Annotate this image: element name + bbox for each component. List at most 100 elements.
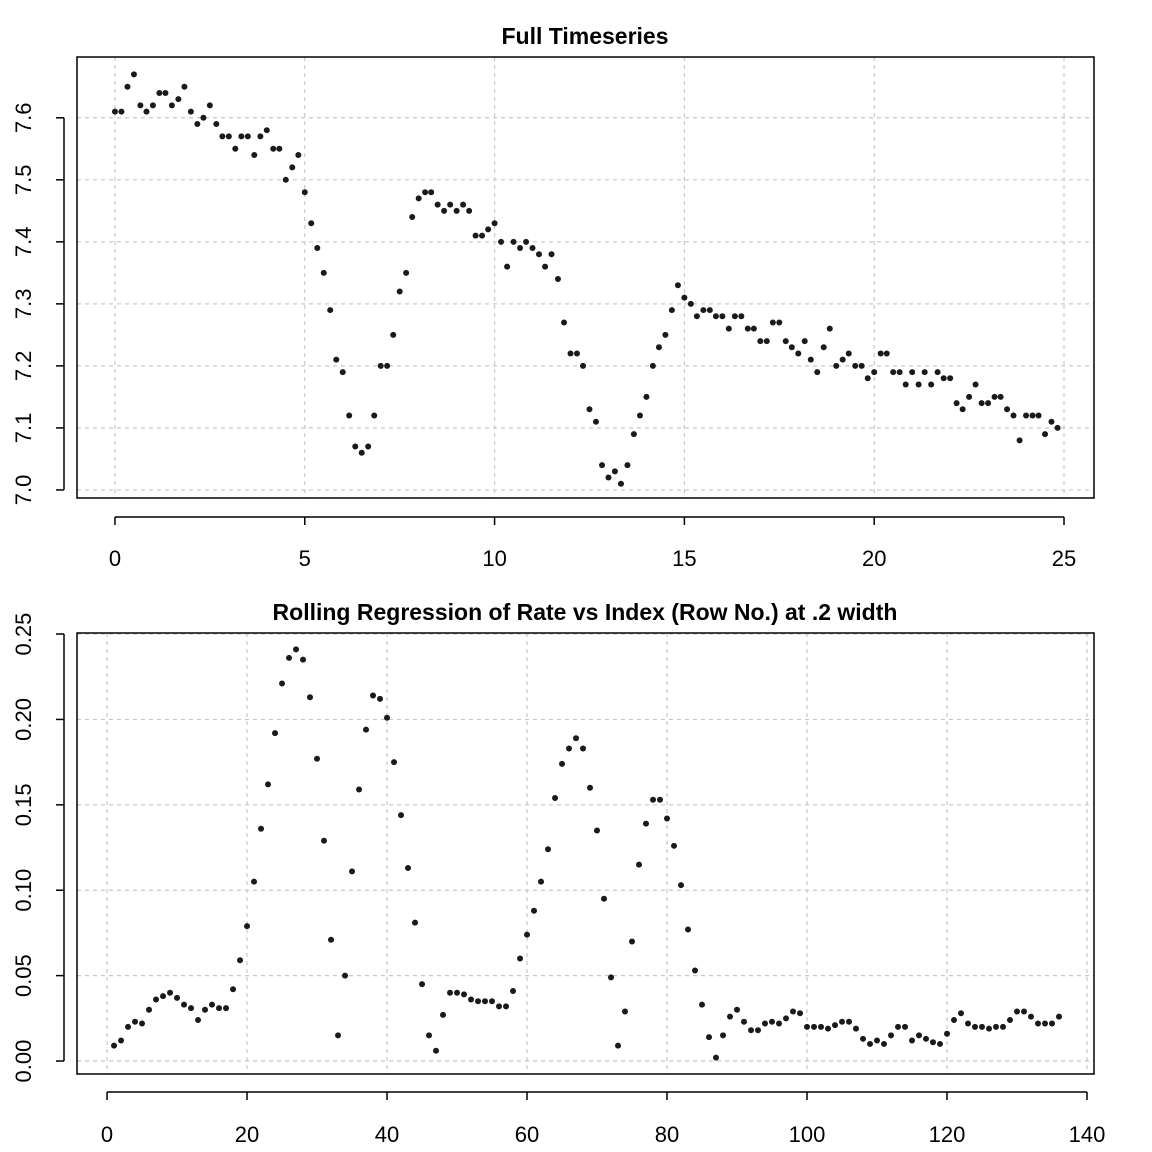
point — [320, 269, 327, 276]
point — [468, 996, 475, 1003]
point — [434, 201, 441, 208]
point — [820, 344, 827, 351]
point — [783, 1015, 790, 1022]
point — [947, 375, 954, 382]
point — [440, 1011, 447, 1018]
point — [567, 350, 574, 357]
point — [769, 1018, 776, 1025]
point — [881, 1040, 888, 1047]
point — [370, 692, 377, 699]
point — [391, 759, 398, 766]
point — [871, 369, 878, 376]
point — [377, 695, 384, 702]
y-tick-label: 0.10 — [11, 869, 36, 912]
point — [524, 931, 531, 938]
point — [143, 108, 150, 115]
point — [586, 406, 593, 413]
x-tick-label: 5 — [299, 546, 311, 571]
point — [548, 251, 555, 258]
point — [1029, 412, 1036, 419]
point — [909, 1037, 916, 1044]
point — [727, 1013, 734, 1020]
point — [712, 313, 719, 320]
point — [611, 468, 618, 475]
point — [405, 865, 412, 872]
point — [542, 263, 549, 270]
point — [671, 842, 678, 849]
point — [352, 443, 359, 450]
point — [535, 251, 542, 258]
point — [503, 1003, 510, 1010]
point — [149, 102, 156, 109]
point — [790, 1008, 797, 1015]
point — [538, 878, 545, 885]
point — [643, 393, 650, 400]
point — [433, 1047, 440, 1054]
point — [636, 861, 643, 868]
point — [839, 356, 846, 363]
point — [814, 369, 821, 376]
point — [272, 730, 279, 737]
point — [396, 288, 403, 295]
point — [804, 1023, 811, 1030]
point — [496, 1003, 503, 1010]
x-tick-label: 0 — [109, 546, 121, 571]
point — [699, 1001, 706, 1008]
point — [624, 462, 631, 469]
point — [930, 1039, 937, 1046]
point — [643, 820, 650, 827]
point — [153, 996, 160, 1003]
point — [276, 145, 283, 152]
point — [365, 443, 372, 450]
point — [706, 307, 713, 314]
point — [986, 1025, 993, 1032]
point — [895, 1023, 902, 1030]
plot-frame — [76, 632, 1095, 1075]
point — [384, 362, 391, 369]
point — [295, 152, 302, 158]
y-tick-label: 7.1 — [11, 413, 36, 444]
point — [700, 307, 707, 314]
point — [605, 474, 612, 481]
point — [371, 412, 378, 419]
point — [657, 796, 664, 803]
point — [833, 362, 840, 369]
point — [238, 133, 245, 140]
point — [498, 238, 505, 245]
point — [167, 989, 174, 996]
point — [795, 350, 802, 357]
point — [1049, 1020, 1056, 1027]
point — [636, 412, 643, 419]
y-tick-label: 0.05 — [11, 954, 36, 997]
point — [314, 245, 321, 252]
point — [301, 189, 308, 196]
point — [797, 1010, 804, 1017]
point — [479, 232, 486, 239]
point — [485, 226, 492, 233]
point — [314, 755, 321, 762]
point — [118, 1037, 125, 1044]
point — [944, 1030, 951, 1037]
point — [1048, 418, 1055, 425]
point — [244, 133, 251, 140]
point — [175, 96, 182, 103]
point — [587, 784, 594, 791]
point — [130, 71, 137, 78]
point — [678, 882, 685, 889]
point — [877, 350, 884, 357]
point — [738, 313, 745, 320]
point — [1004, 406, 1011, 413]
point — [466, 207, 473, 214]
point — [573, 350, 580, 357]
point — [223, 1005, 230, 1012]
point — [782, 338, 789, 345]
point — [1014, 1008, 1021, 1015]
point — [858, 362, 865, 369]
point — [428, 189, 435, 196]
point — [959, 406, 966, 413]
point — [441, 207, 448, 214]
point — [422, 189, 429, 196]
point — [403, 269, 410, 276]
point — [219, 133, 226, 140]
